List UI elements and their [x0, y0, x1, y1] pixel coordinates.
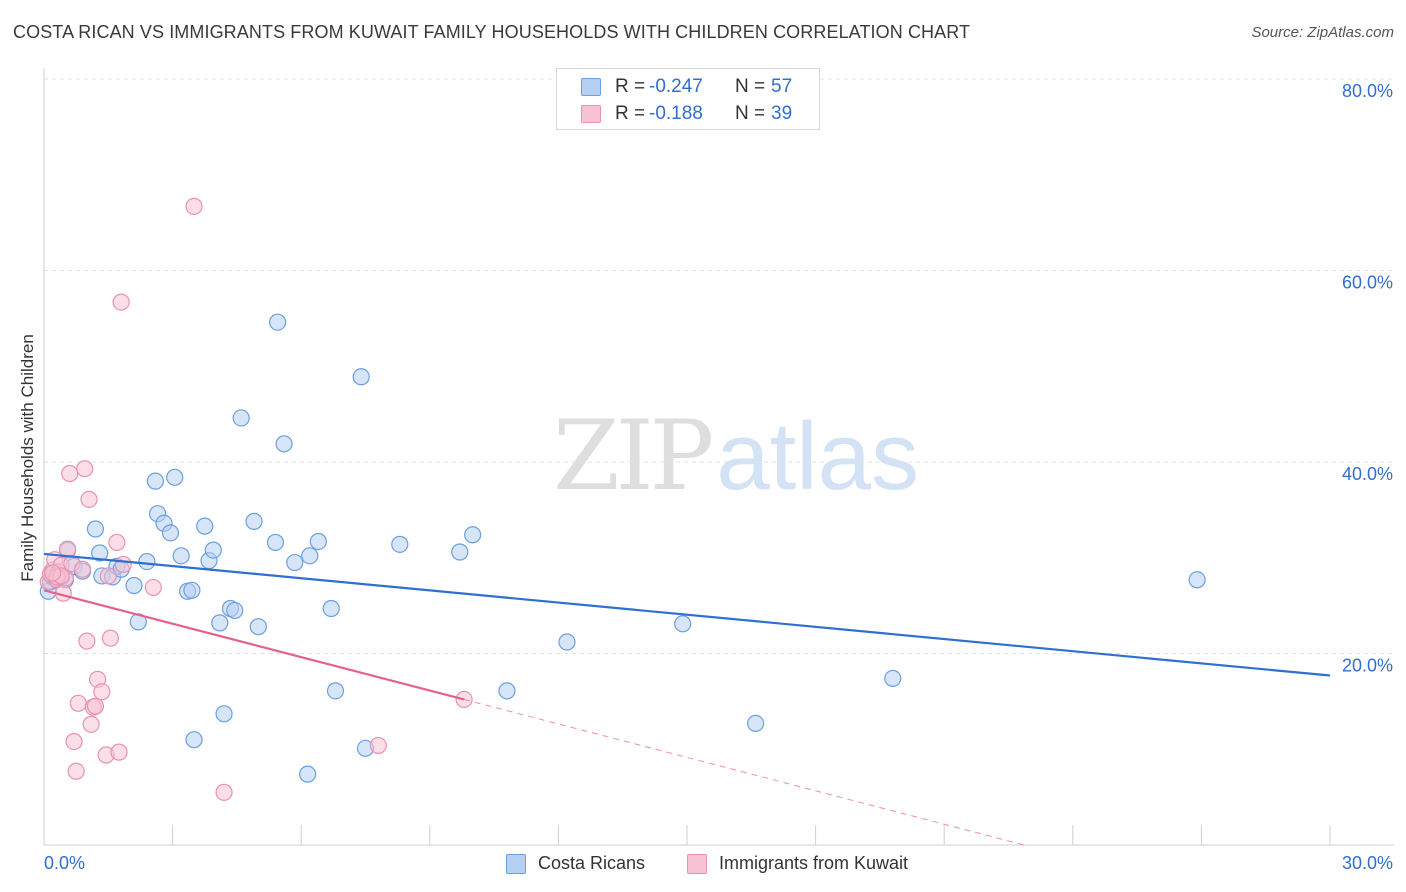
costa-rican-point	[226, 601, 244, 620]
r-value: -0.247	[649, 76, 703, 97]
r-label: R =	[615, 103, 646, 124]
costa-rican-point	[86, 520, 105, 538]
kuwait-point	[82, 715, 100, 733]
costa-rican-point	[498, 682, 516, 700]
costa-rican-point	[183, 581, 201, 599]
costa-rican-point	[269, 313, 287, 331]
kuwait-point	[144, 578, 162, 597]
costa-rican-point	[266, 533, 285, 552]
costa-rican-point	[204, 541, 222, 559]
costa-rican-point	[464, 526, 482, 544]
costa-rican-point	[166, 468, 184, 486]
y-tick-label: 40.0%	[1342, 464, 1393, 484]
kuwait-point	[101, 629, 120, 647]
y-tick-label: 80.0%	[1342, 81, 1393, 101]
costa-rican-point	[138, 552, 156, 571]
costa-rican-point	[232, 409, 250, 427]
costa-rican-point	[185, 731, 203, 749]
costa-rican-point	[301, 547, 319, 565]
kuwait-point	[110, 743, 128, 761]
kuwait-point	[93, 683, 111, 701]
costa-rican-point	[322, 599, 340, 618]
costa-rican-point	[196, 517, 214, 535]
stats-box: R = -0.247 N = 57 R = -0.188 N = 39	[556, 68, 820, 130]
n-value: 57	[771, 76, 793, 97]
kuwait-point	[80, 490, 98, 508]
costa-rican-point	[245, 512, 263, 530]
kuwait-point	[108, 533, 126, 552]
costa-rican-point	[326, 682, 345, 700]
costa-rican-point	[1188, 571, 1206, 589]
kuwait-point	[65, 732, 83, 751]
legend-swatch	[687, 854, 707, 874]
n-value: 39	[771, 103, 793, 124]
kuwait-point	[99, 567, 117, 585]
kuwait-point	[76, 460, 94, 478]
costa-rican-point	[211, 614, 229, 632]
n-label: N =	[735, 76, 766, 97]
kuwait-point	[67, 762, 85, 780]
costa-rican-point	[299, 765, 317, 783]
y-tick-label: 60.0%	[1342, 273, 1393, 293]
kuwait-point	[78, 632, 96, 650]
kuwait-point	[86, 697, 105, 715]
legend-swatch-costa-ricans	[581, 78, 601, 96]
kuwait-point	[61, 464, 79, 483]
costa-rican-point	[352, 368, 370, 386]
r-label: R =	[615, 76, 646, 97]
kuwait-point	[69, 694, 87, 712]
kuwait-point	[114, 555, 132, 574]
n-label: N =	[735, 103, 766, 124]
kuwait-trend-line	[43, 589, 465, 701]
kuwait-point	[369, 736, 387, 755]
legend-label: Costa Ricans	[538, 853, 646, 873]
costa-rican-point	[746, 714, 765, 732]
costa-rican-trend-line	[43, 552, 1331, 677]
costa-rican-point	[286, 553, 304, 572]
kuwait-point	[112, 293, 130, 311]
costa-rican-point	[161, 524, 180, 542]
costa-rican-point	[451, 543, 469, 561]
legend-label: Immigrants from Kuwait	[719, 853, 909, 873]
kuwait-point	[43, 564, 62, 582]
costa-rican-point	[146, 472, 165, 490]
costa-rican-point	[884, 669, 902, 687]
kuwait-point	[215, 783, 233, 801]
costa-rican-point	[674, 615, 692, 633]
kuwait-point	[185, 197, 203, 215]
x-tick-label: 0.0%	[44, 853, 85, 873]
r-value: -0.188	[649, 103, 703, 124]
y-tick-label: 20.0%	[1342, 656, 1393, 676]
costa-rican-point	[275, 435, 293, 453]
costa-rican-point	[309, 532, 327, 551]
legend-swatch	[506, 854, 526, 874]
kuwait-point	[73, 560, 92, 578]
costa-rican-point	[125, 576, 143, 595]
costa-rican-point	[391, 535, 409, 553]
costa-rican-point	[91, 544, 109, 562]
x-tick-label: 30.0%	[1342, 853, 1393, 873]
chart-title: COSTA RICAN VS IMMIGRANTS FROM KUWAIT FA…	[13, 22, 971, 42]
costa-rican-point	[215, 705, 233, 723]
costa-rican-point	[172, 547, 190, 565]
kuwait-trend-extension	[463, 698, 1025, 846]
costa-rican-point	[249, 618, 267, 636]
source-label: Source: ZipAtlas.com	[1251, 24, 1394, 41]
costa-rican-point	[558, 633, 576, 651]
legend-swatch-kuwait	[581, 105, 601, 123]
